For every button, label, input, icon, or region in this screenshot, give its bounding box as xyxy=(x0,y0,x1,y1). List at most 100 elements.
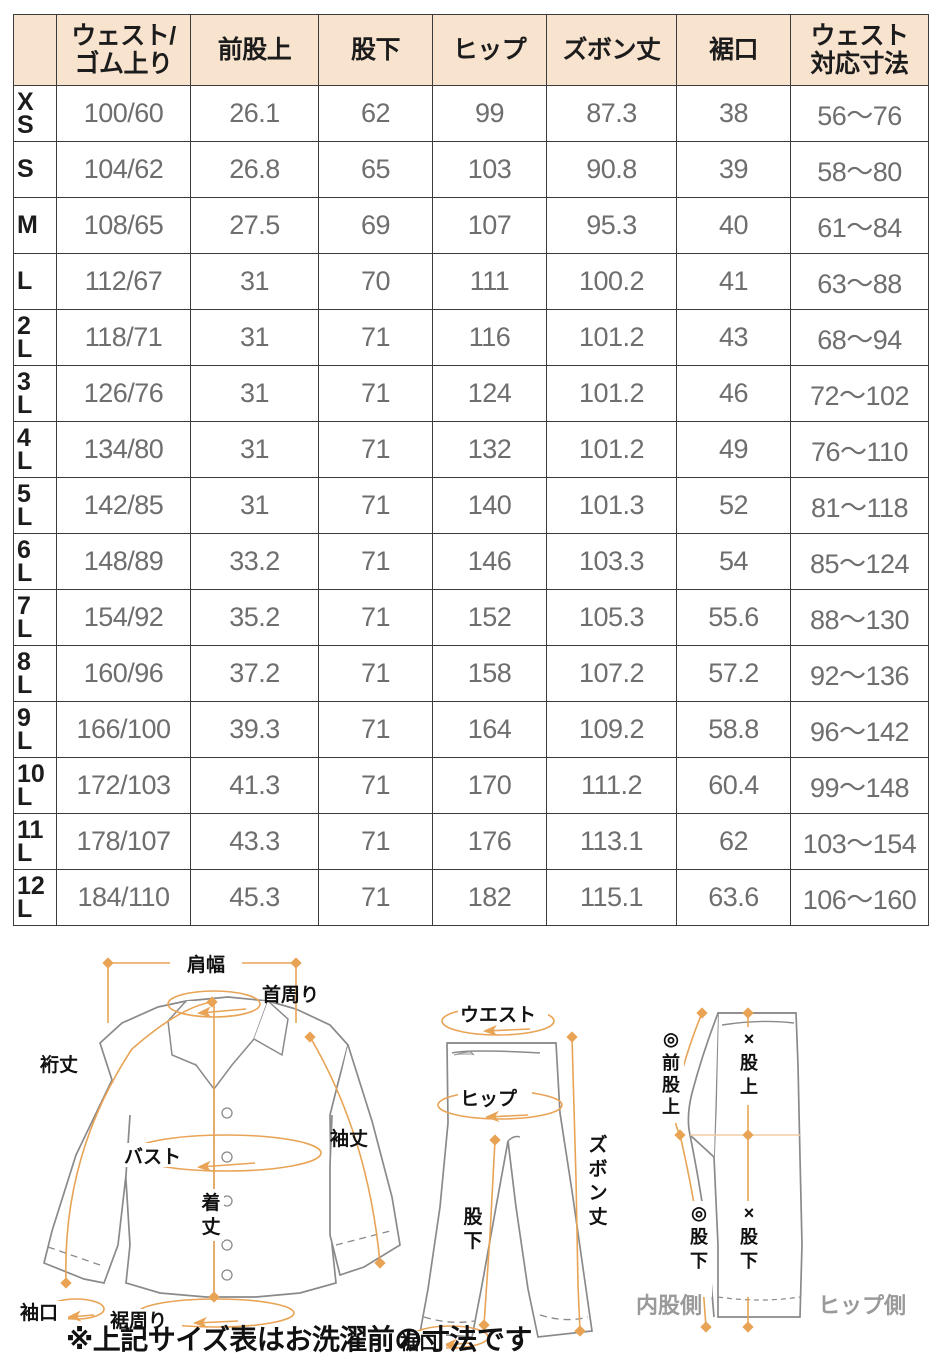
size-label-line: L xyxy=(17,614,33,643)
column-header-front-rise: 前股上 xyxy=(190,14,319,86)
crotch-label-inseam-circle-1: 股 xyxy=(689,1227,709,1247)
column-header-hem-opening: 裾口 xyxy=(676,14,791,86)
cell-inseam: 71 xyxy=(318,813,433,870)
cell-waist-fit-range: 72〜102 xyxy=(790,365,929,422)
cell-inseam: 71 xyxy=(318,533,433,590)
jacket-body-outline xyxy=(99,996,349,1298)
cell-inseam: 65 xyxy=(318,141,433,198)
jacket-button xyxy=(221,1239,233,1251)
size-label-line: 10 xyxy=(17,759,45,788)
cell-pants-length: 101.3 xyxy=(546,477,677,534)
cell-front-rise: 33.2 xyxy=(190,533,319,590)
jacket-label-body-length-2: 丈 xyxy=(201,1216,220,1238)
size-label-line: L xyxy=(17,390,33,419)
size-label-cell: 10 L xyxy=(13,757,57,814)
bust-arrow xyxy=(196,1160,256,1172)
measure-point xyxy=(60,1277,72,1289)
cell-hip: 111 xyxy=(432,253,547,310)
label-backdrop xyxy=(736,1027,762,1105)
table-header-row: ウェスト/ ゴム上り 前股上 股下 ヒップ ズボン丈 裾口 xyxy=(13,14,929,86)
table-body: X S 100/60 26.1 62 99 87.3 38 56〜76 S 104/62 26.8 65… xyxy=(13,85,929,926)
cell-hem-opening: 62 xyxy=(676,813,791,870)
table-row: 4 L 134/80 31 71 132 101.2 49 76〜110 xyxy=(13,421,929,478)
size-label-line: L xyxy=(17,670,33,699)
pants-hip-arrow xyxy=(484,1110,529,1123)
size-table-container: ウェスト/ ゴム上り 前股上 股下 ヒップ ズボン丈 裾口 xyxy=(13,14,929,926)
cell-inseam: 71 xyxy=(318,757,433,814)
cell-waist-fit-range: 63〜88 xyxy=(790,253,929,310)
cuff-arrow xyxy=(66,1310,95,1322)
cell-pants-length: 101.2 xyxy=(546,421,677,478)
cell-inseam: 71 xyxy=(318,421,433,478)
column-header-line: ウェスト xyxy=(810,22,909,50)
size-label-line: L xyxy=(17,726,33,755)
crotch-label-rise-mark: × xyxy=(744,1029,755,1049)
cell-front-rise: 35.2 xyxy=(190,589,319,646)
measure-point xyxy=(574,1325,586,1337)
label-backdrop xyxy=(18,1301,68,1323)
column-header-pants-length: ズボン丈 xyxy=(546,14,677,86)
cell-pants-length: 111.2 xyxy=(546,757,677,814)
measure-point xyxy=(304,1031,316,1043)
pants-label-inseam-1: 股 xyxy=(463,1206,482,1228)
size-label-line: 3 xyxy=(17,367,31,396)
table-row: 9 L 166/100 39.3 71 164 109.2 58.8 96〜142 xyxy=(13,701,929,758)
cell-waist-fit-range: 81〜118 xyxy=(790,477,929,534)
cell-inseam: 71 xyxy=(318,701,433,758)
cell-waist-fit-range: 96〜142 xyxy=(790,701,929,758)
pants-right-hem-stitch xyxy=(539,1314,589,1321)
cell-hem-opening: 63.6 xyxy=(676,869,791,926)
table-row: X S 100/60 26.1 62 99 87.3 38 56〜76 xyxy=(13,85,929,142)
pants-label-length-1: ズ xyxy=(588,1133,607,1156)
cell-front-rise: 31 xyxy=(190,253,319,310)
cell-inseam: 71 xyxy=(318,365,433,422)
cell-waist-elastic: 142/85 xyxy=(56,477,191,534)
cell-hip: 158 xyxy=(432,645,547,702)
hem-arrow xyxy=(192,1316,239,1329)
pants-label-inseam-2: 下 xyxy=(463,1231,482,1252)
pants-label-waist: ウエスト xyxy=(460,1004,536,1026)
crotch-label-front-rise-mark: ◎ xyxy=(663,1029,679,1049)
cell-pants-length: 100.2 xyxy=(546,253,677,310)
size-label-line: 6 xyxy=(17,535,31,564)
cell-hip: 164 xyxy=(432,701,547,758)
label-backdrop xyxy=(458,1003,548,1025)
cell-hip: 146 xyxy=(432,533,547,590)
crotch-label-inner-side: 内股側 xyxy=(636,1293,702,1318)
label-backdrop xyxy=(122,1143,190,1167)
label-backdrop xyxy=(460,1203,486,1255)
measurement-diagrams: 肩幅 首周り 裄丈 袖丈 バスト 着 丈 xyxy=(0,945,940,1360)
measure-point xyxy=(566,1031,578,1043)
pants-inseam-line xyxy=(483,1139,496,1326)
measure-point xyxy=(290,957,302,969)
cell-waist-elastic: 148/89 xyxy=(56,533,191,590)
jacket-diagram: 肩幅 首周り 裄丈 袖丈 バスト 着 丈 xyxy=(18,951,401,1332)
cell-front-rise: 39.3 xyxy=(190,701,319,758)
cell-front-rise: 43.3 xyxy=(190,813,319,870)
cell-waist-elastic: 118/71 xyxy=(56,309,191,366)
crotch-label-inseam-circle-mark: ◎ xyxy=(691,1203,707,1223)
cell-pants-length: 109.2 xyxy=(546,701,677,758)
table-row: 10 L 172/103 41.3 71 170 111.2 60.4 99〜148 xyxy=(13,757,929,814)
label-backdrop xyxy=(458,1087,532,1109)
cell-pants-length: 95.3 xyxy=(546,197,677,254)
cell-front-rise: 27.5 xyxy=(190,197,319,254)
size-label-line: 2 xyxy=(17,311,31,340)
size-label-line: 11 xyxy=(17,815,44,844)
cell-inseam: 71 xyxy=(318,869,433,926)
cell-inseam: 70 xyxy=(318,253,433,310)
cell-waist-fit-range: 58〜80 xyxy=(790,141,929,198)
crotch-hem-stitch xyxy=(717,1296,801,1301)
size-label-line: L xyxy=(17,894,33,923)
pants-waist-arrow xyxy=(482,1024,531,1037)
cell-inseam: 62 xyxy=(318,85,433,142)
table-row: S 104/62 26.8 65 103 90.8 39 58〜80 xyxy=(13,141,929,198)
cell-pants-length: 103.3 xyxy=(546,533,677,590)
cell-inseam: 69 xyxy=(318,197,433,254)
cell-pants-length: 113.1 xyxy=(546,813,677,870)
